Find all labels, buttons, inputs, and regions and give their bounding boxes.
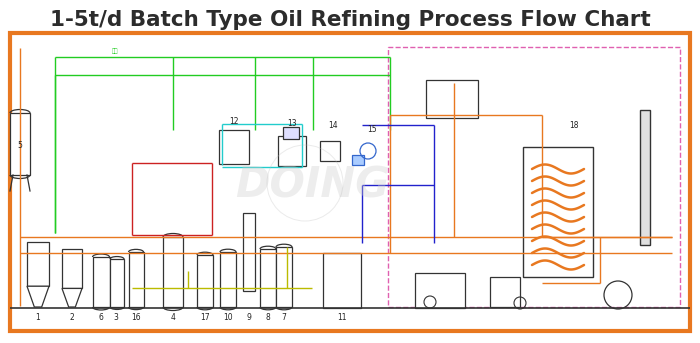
Bar (163, 237, 183, 307)
Text: 15: 15 (368, 125, 377, 133)
Bar (523, 147, 593, 277)
Bar (219, 130, 249, 164)
Bar (278, 136, 306, 166)
Text: 1-5t/d Batch Type Oil Refining Process Flow Chart: 1-5t/d Batch Type Oil Refining Process F… (50, 10, 650, 30)
Bar (10, 33, 690, 331)
Text: 11: 11 (337, 312, 346, 321)
Polygon shape (62, 288, 82, 307)
Bar (92, 257, 109, 307)
Bar (640, 109, 650, 245)
Text: 6: 6 (99, 312, 104, 321)
Bar (110, 259, 124, 307)
Text: 16: 16 (131, 312, 141, 321)
Text: 14: 14 (328, 120, 338, 130)
Text: 3: 3 (113, 312, 118, 321)
Bar (220, 252, 236, 307)
Text: 5: 5 (18, 141, 22, 150)
Bar (323, 252, 361, 308)
Text: 8: 8 (265, 312, 270, 321)
Bar (260, 249, 276, 307)
Text: 10: 10 (223, 312, 233, 321)
Text: 13: 13 (287, 119, 297, 129)
Bar (197, 255, 213, 307)
Bar (283, 127, 299, 139)
Bar (415, 272, 465, 308)
Text: 7: 7 (281, 312, 286, 321)
Text: 1: 1 (36, 312, 41, 321)
Text: DOING: DOING (234, 164, 389, 206)
Bar (10, 113, 30, 175)
Text: 17: 17 (200, 312, 210, 321)
Text: 4: 4 (171, 312, 176, 321)
Bar (276, 247, 292, 307)
Bar (490, 277, 520, 307)
Bar (320, 141, 340, 161)
Text: 排烟: 排烟 (112, 48, 118, 54)
Bar (62, 249, 82, 288)
Text: 12: 12 (230, 117, 239, 126)
Polygon shape (27, 286, 49, 307)
Bar (426, 80, 478, 118)
Bar (243, 213, 255, 291)
Bar (352, 155, 364, 165)
Text: 18: 18 (569, 120, 579, 130)
Bar (27, 242, 49, 286)
Text: 2: 2 (69, 312, 74, 321)
Bar (129, 252, 144, 307)
Bar (388, 47, 680, 307)
Text: 9: 9 (246, 312, 251, 321)
